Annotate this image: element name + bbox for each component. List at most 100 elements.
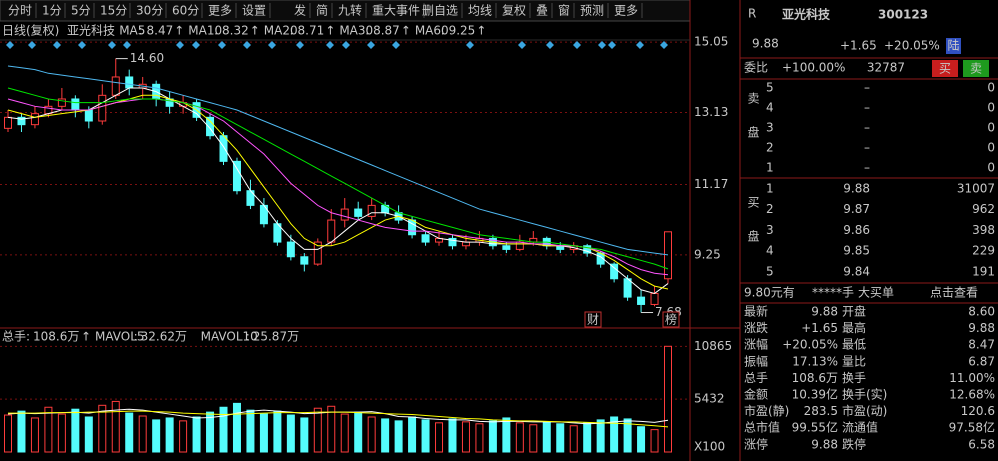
- trend-arrow: ↑: [250, 24, 260, 38]
- candle-body: [17, 116, 26, 126]
- candle-body: [84, 109, 93, 122]
- badge: 陆: [947, 38, 959, 53]
- stat-label: 涨停: [744, 436, 768, 451]
- candle-body: [57, 98, 66, 107]
- toolbar-button[interactable]: 发: [294, 3, 306, 18]
- toolbar-button[interactable]: 1分: [42, 4, 62, 18]
- ratio: +100.00%: [782, 61, 845, 75]
- signal-icon: [573, 41, 581, 49]
- toolbar-button[interactable]: 九转: [338, 3, 362, 18]
- stat-label: 涨幅: [744, 337, 768, 352]
- big-order[interactable]: 点击查看: [930, 286, 978, 300]
- toolbar-button[interactable]: 删自选: [422, 4, 458, 18]
- toolbar-button[interactable]: 预测: [580, 4, 604, 18]
- signal-icon: [392, 41, 400, 49]
- level-volume: 31007: [957, 182, 995, 196]
- event-marker[interactable]: [584, 311, 602, 328]
- stat-label: 总手: [744, 371, 768, 385]
- volume-bar: [125, 412, 134, 453]
- legend-separator: :: [441, 24, 445, 38]
- toolbar-button[interactable]: 均线: [468, 4, 492, 18]
- candle-body: [650, 292, 659, 305]
- level-price: –: [864, 161, 870, 175]
- volume-separator: :: [26, 330, 30, 344]
- y-tick-label: 10865: [694, 339, 732, 353]
- stat-value: 120.6: [961, 404, 995, 418]
- level-price: 9.86: [843, 223, 870, 237]
- toolbar-button[interactable]: 60分: [172, 4, 199, 18]
- candle-body: [367, 204, 376, 217]
- signal-icon: [78, 41, 86, 49]
- sell-button-box[interactable]: [963, 60, 989, 77]
- candle-body: [30, 113, 39, 126]
- volume-bar: [394, 420, 403, 453]
- stat-value: 8.47: [968, 338, 995, 352]
- toolbar-button[interactable]: 复权: [502, 4, 526, 18]
- stat-value: 6.58: [968, 437, 995, 451]
- candle-body: [71, 98, 80, 111]
- level: 5: [766, 81, 774, 95]
- signal-icon: [218, 41, 226, 49]
- legend-separator: :: [290, 24, 294, 38]
- volume-bar: [246, 409, 255, 453]
- volume-bar: [488, 420, 497, 453]
- legend-name: MA5: [119, 24, 145, 38]
- chart-label: 亚光科技: [67, 24, 115, 38]
- toolbar-button[interactable]: 5分: [71, 4, 91, 18]
- ma-line: [7, 87, 669, 270]
- volume-bar: [448, 418, 457, 453]
- toolbar-button[interactable]: 更多: [208, 4, 232, 18]
- level: 3: [766, 223, 774, 237]
- volume-bar: [354, 411, 363, 453]
- event-marker-label: 财: [587, 313, 599, 327]
- candle-body: [448, 237, 457, 247]
- legend-separator: :: [134, 330, 138, 344]
- sell-button[interactable]: 卖: [970, 62, 982, 76]
- stat-label: 市盈(动): [842, 403, 887, 418]
- volume-bar: [44, 406, 53, 453]
- stat-value: 283.5: [804, 404, 838, 418]
- signal-icon: [123, 41, 131, 49]
- volume-bar: [17, 410, 26, 453]
- level-price: –: [864, 121, 870, 135]
- level-volume: 398: [972, 223, 995, 237]
- signal-icon: [466, 41, 474, 49]
- stat-value: 97.58亿: [949, 420, 995, 435]
- candle-body: [327, 219, 336, 243]
- ratio-label: 委比: [744, 61, 768, 75]
- buy-button-box[interactable]: [932, 60, 958, 77]
- signal-icon: [28, 41, 36, 49]
- volume-bar: [232, 402, 241, 453]
- toolbar-button[interactable]: 重大事件: [372, 4, 420, 18]
- level-volume: 191: [972, 264, 995, 278]
- volume-bar: [664, 345, 672, 453]
- candle-body: [206, 116, 215, 137]
- signal-icon: [176, 41, 184, 49]
- toolbar-button[interactable]: 设置: [242, 4, 266, 18]
- trend-arrow: ↑: [476, 24, 486, 38]
- y-tick-label: 5432: [694, 392, 725, 406]
- toolbar-button[interactable]: 30分: [136, 4, 163, 18]
- toolbar-button[interactable]: 简: [316, 4, 328, 18]
- toolbar-button[interactable]: 更多: [614, 4, 638, 18]
- buy-button[interactable]: 买: [939, 62, 951, 76]
- toolbar-button[interactable]: 叠: [536, 4, 548, 18]
- level: 2: [766, 141, 774, 155]
- change: +1.65: [840, 39, 877, 53]
- legend-name: MA30: [339, 24, 373, 38]
- legend-name: MA10: [188, 24, 222, 38]
- toolbar-button[interactable]: 分时: [8, 4, 32, 18]
- badge-box: [946, 38, 961, 54]
- candle-body: [461, 241, 470, 247]
- ma-line: [7, 65, 669, 256]
- candle-body: [98, 94, 107, 122]
- toolbar-button[interactable]: 窗: [558, 4, 570, 18]
- level-volume: 0: [987, 121, 995, 135]
- signal-icon: [660, 41, 668, 49]
- volume-bar: [529, 424, 538, 453]
- event-marker[interactable]: [662, 311, 680, 328]
- volume-bar: [327, 405, 336, 453]
- toolbar-button[interactable]: 15分: [100, 4, 127, 18]
